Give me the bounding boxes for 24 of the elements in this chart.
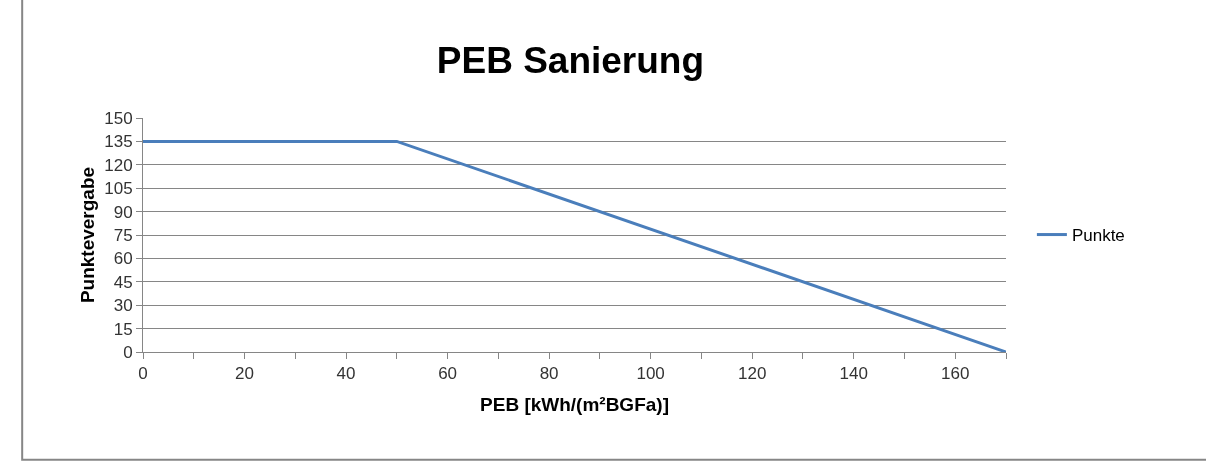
x-axis-title: PEB [kWh/(m²BGFa)] [480, 394, 669, 416]
x-tick-label: 40 [336, 364, 356, 384]
x-tick-label: 80 [539, 364, 559, 384]
x-tick-label: 20 [235, 364, 254, 384]
x-tick-label: 140 [839, 364, 868, 384]
y-tick-label: 120 [104, 155, 133, 175]
y-axis-title: Punktevergabe [77, 166, 99, 304]
y-tick-label: 75 [113, 225, 133, 245]
chart-title: PEB Sanierung [436, 39, 705, 81]
y-tick-label: 135 [104, 132, 133, 152]
x-tick-label: 120 [737, 364, 767, 384]
y-tick-label: 45 [113, 272, 133, 292]
x-tick-label: 0 [138, 364, 148, 384]
y-tick-label: 15 [113, 319, 133, 339]
y-tick-label: 60 [113, 249, 133, 269]
y-tick-label: 30 [113, 296, 133, 316]
y-tick-label: 90 [113, 202, 133, 222]
x-tick-label: 60 [438, 364, 458, 384]
y-tick-label: 150 [104, 108, 133, 128]
legend-label: Punkte [1071, 226, 1125, 246]
x-tick-label: 160 [941, 364, 970, 384]
x-tick-label: 100 [636, 364, 665, 384]
y-tick-label: 0 [123, 342, 133, 362]
y-tick-label: 105 [104, 179, 133, 199]
